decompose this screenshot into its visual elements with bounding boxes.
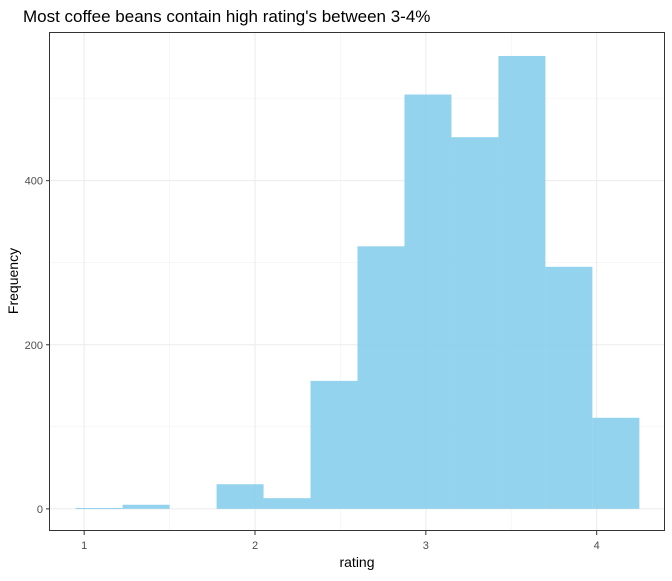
histogram-bar: [357, 246, 405, 509]
x-axis-title: rating: [339, 554, 374, 570]
histogram-bar: [122, 504, 170, 509]
histogram-bar: [310, 380, 358, 509]
plot-panel-border: [49, 32, 665, 531]
histogram-bar: [498, 55, 546, 509]
histogram-bar: [216, 484, 264, 509]
x-tick-label: 1: [81, 540, 87, 552]
histogram-bar: [545, 266, 593, 509]
histogram-bar: [592, 417, 640, 509]
histogram-bar: [263, 498, 311, 509]
y-tick-label: 200: [25, 340, 43, 352]
histogram-bar: [451, 137, 499, 509]
histogram-bar: [404, 94, 452, 509]
x-tick-label: 2: [252, 540, 258, 552]
y-tick-label: 0: [37, 504, 43, 516]
x-tick-label: 4: [594, 540, 600, 552]
y-axis-title: Frequency: [5, 248, 21, 314]
axis-ticks: 1 2 3 4 0 200 400: [25, 176, 600, 552]
histogram-bars: [75, 55, 640, 510]
y-tick-label: 400: [25, 176, 43, 188]
chart-title: Most coffee beans contain high rating's …: [23, 7, 430, 26]
x-tick-label: 3: [423, 540, 429, 552]
histogram-bar: [75, 508, 123, 510]
